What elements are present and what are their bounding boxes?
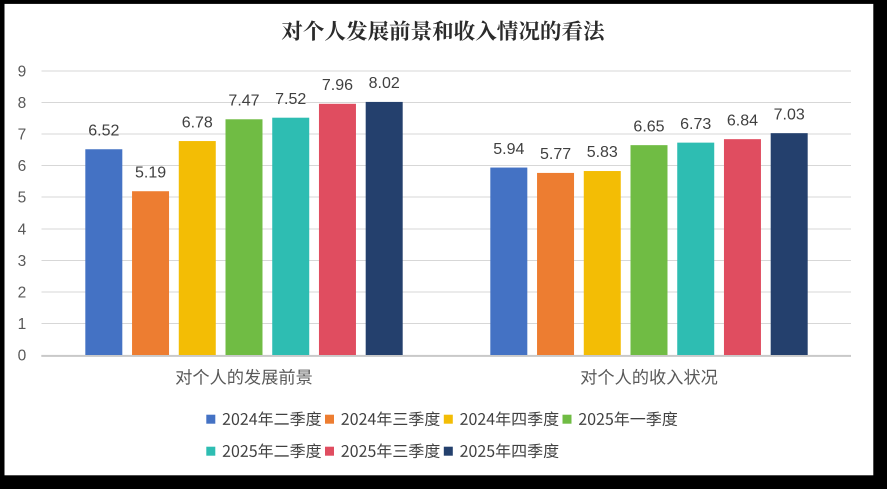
svg-text:5.19: 5.19	[135, 164, 166, 181]
svg-text:8.02: 8.02	[369, 75, 400, 92]
svg-text:6.84: 6.84	[727, 112, 758, 129]
svg-text:8: 8	[18, 95, 27, 112]
svg-text:7.96: 7.96	[322, 77, 353, 94]
svg-text:0: 0	[18, 348, 27, 365]
svg-text:7: 7	[18, 127, 27, 144]
svg-text:6.65: 6.65	[633, 118, 664, 135]
svg-text:6: 6	[18, 158, 27, 175]
svg-text:6.52: 6.52	[88, 122, 119, 139]
svg-text:5.94: 5.94	[493, 141, 524, 158]
svg-text:2: 2	[18, 284, 27, 301]
svg-text:4: 4	[18, 221, 27, 238]
svg-text:9: 9	[18, 64, 27, 81]
svg-text:6.78: 6.78	[182, 114, 213, 131]
svg-text:5: 5	[18, 190, 27, 207]
svg-text:5.83: 5.83	[587, 144, 618, 161]
svg-text:7.03: 7.03	[774, 106, 805, 123]
svg-text:6.73: 6.73	[680, 116, 711, 133]
svg-text:3: 3	[18, 253, 27, 270]
svg-text:7.52: 7.52	[275, 91, 306, 108]
svg-text:5.77: 5.77	[540, 146, 571, 163]
svg-text:7.47: 7.47	[228, 92, 259, 109]
svg-text:1: 1	[18, 316, 27, 333]
